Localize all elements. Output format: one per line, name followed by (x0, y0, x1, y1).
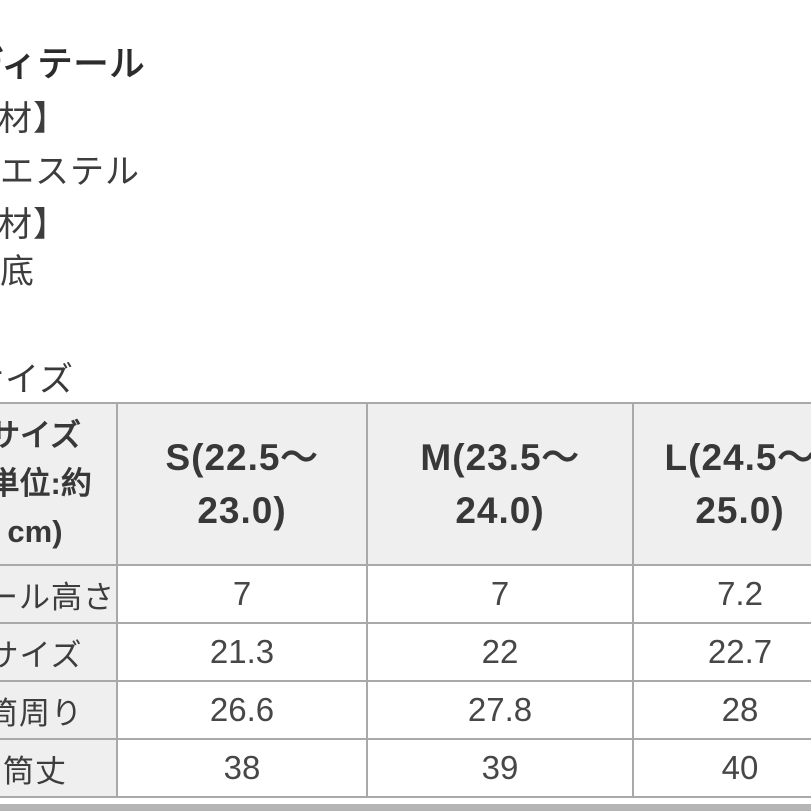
column-header-line: L(24.5〜 (664, 437, 811, 478)
corner-header-line: cm) (7, 514, 63, 549)
column-header-line: M(23.5〜 (420, 437, 580, 478)
column-header-line: 23.0) (197, 490, 287, 531)
size-value: 7.2 (632, 564, 811, 624)
size-value: 27.8 (366, 680, 634, 740)
size-table-corner-header: サイズ (単位:約 cm) (0, 402, 118, 566)
row-label: 筒周り (0, 680, 118, 740)
size-value: 7 (116, 564, 368, 624)
column-header-line: 25.0) (695, 490, 785, 531)
column-header-size-l: L(24.5〜 25.0) (632, 402, 811, 566)
column-header-line: 24.0) (455, 490, 545, 531)
sole-material-value: 合成底 (0, 253, 35, 291)
material-value: ポリエステル (0, 153, 140, 191)
column-header-line: S(22.5〜 (165, 437, 319, 478)
size-value: 26.6 (116, 680, 368, 740)
size-value: 22.7 (632, 622, 811, 682)
size-value: 7 (366, 564, 634, 624)
size-value: 28 (632, 680, 811, 740)
column-header-size-m: M(23.5〜 24.0) (366, 402, 634, 566)
corner-header-line: サイズ (0, 418, 82, 453)
size-section-heading: サイズ (0, 361, 74, 399)
column-header-size-s: S(22.5〜 23.0) (116, 402, 368, 566)
table-row-shaft-height: 筒丈 38 39 40 (0, 738, 811, 798)
size-value: 39 (366, 738, 634, 798)
material-section-label: 【素材】 (0, 100, 68, 138)
table-row-size: サイズ 21.3 22 22.7 (0, 622, 811, 682)
size-table: サイズ (単位:約 cm) S(22.5〜 23.0) M(23.5〜 24.0… (0, 402, 811, 798)
size-value: 38 (116, 738, 368, 798)
table-row-heel-height: ヒール高さ 7 7 7.2 (0, 564, 811, 624)
row-label: ヒール高さ (0, 564, 118, 624)
table-bottom-edge (0, 804, 811, 811)
row-label: サイズ (0, 622, 118, 682)
size-table-header-row: サイズ (単位:約 cm) S(22.5〜 23.0) M(23.5〜 24.0… (0, 402, 811, 566)
sole-material-section-label: 【底材】 (0, 206, 68, 244)
size-value: 22 (366, 622, 634, 682)
detail-heading: ディテール (0, 45, 146, 84)
size-value: 40 (632, 738, 811, 798)
size-value: 21.3 (116, 622, 368, 682)
corner-header-line: (単位:約 (0, 466, 92, 501)
row-label: 筒丈 (0, 738, 118, 798)
table-row-shaft-circumference: 筒周り 26.6 27.8 28 (0, 680, 811, 740)
